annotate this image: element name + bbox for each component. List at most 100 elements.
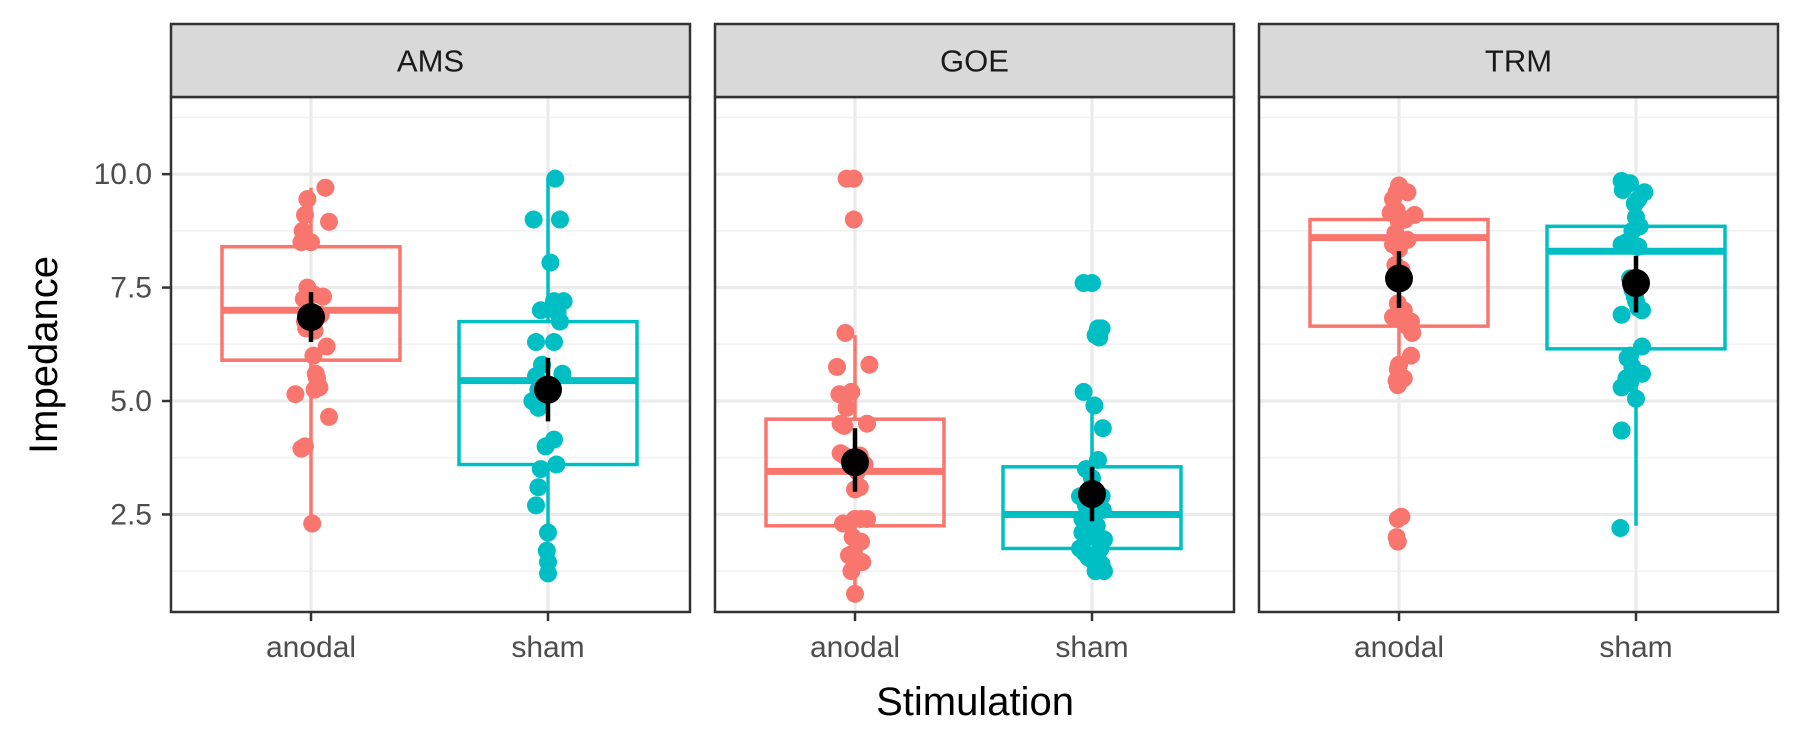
strip-label-trm: TRM	[1485, 44, 1552, 79]
data-point	[1090, 328, 1109, 347]
mean-point	[297, 303, 325, 332]
data-point	[1403, 323, 1422, 342]
data-point	[842, 562, 861, 581]
data-point	[1388, 376, 1407, 395]
data-point	[1392, 507, 1411, 526]
data-point	[1627, 389, 1645, 408]
data-point	[536, 437, 555, 456]
mean-point	[1078, 480, 1106, 509]
facets-layer: AMS anodal sham GOE anodal sham TRM anodal sham	[169, 22, 1780, 664]
data-point	[529, 478, 548, 497]
x-tick-label-anodal: anodal	[266, 631, 356, 664]
data-point	[1612, 305, 1631, 324]
data-point	[531, 460, 550, 479]
y-axis: 2.5 5.0 7.5 10.0	[94, 158, 171, 531]
x-axis-title: Stimulation	[876, 680, 1074, 724]
data-point	[524, 210, 543, 229]
data-point	[527, 333, 545, 352]
data-point	[531, 301, 550, 320]
strip-label-ams: AMS	[397, 44, 464, 79]
x-tick-label-anodal: anodal	[1354, 631, 1444, 664]
x-tick-label-anodal: anodal	[810, 631, 900, 664]
data-point	[835, 416, 854, 435]
data-point	[551, 210, 569, 229]
strip-background	[713, 22, 1236, 99]
data-point	[304, 346, 323, 365]
data-point	[541, 253, 560, 272]
data-point	[553, 364, 572, 383]
data-point	[1613, 181, 1632, 200]
data-point	[840, 546, 858, 565]
data-point	[547, 455, 566, 474]
data-point	[314, 287, 332, 306]
y-tick-label: 5.0	[110, 385, 152, 418]
y-tick-label: 10.0	[94, 158, 152, 191]
data-point	[1093, 419, 1112, 438]
data-point	[1073, 509, 1092, 528]
data-point	[1388, 532, 1407, 551]
group-sham	[1545, 171, 1727, 538]
x-tick-label-sham: sham	[1599, 631, 1672, 664]
group-sham	[457, 169, 639, 583]
data-point	[1085, 396, 1104, 415]
data-point	[551, 312, 569, 331]
data-point	[1083, 274, 1101, 293]
data-point	[846, 584, 864, 603]
data-point	[1095, 562, 1113, 581]
data-point	[539, 523, 557, 542]
data-point	[539, 564, 557, 583]
data-point	[860, 355, 879, 374]
y-tick-label: 7.5	[110, 272, 152, 305]
y-tick-label: 2.5	[110, 498, 152, 531]
data-point	[292, 439, 311, 458]
data-point	[302, 233, 320, 252]
group-anodal	[220, 178, 402, 533]
mean-point	[1385, 264, 1413, 293]
data-point	[303, 514, 322, 533]
panel-background	[1259, 97, 1778, 612]
data-point	[1074, 382, 1093, 401]
data-point	[529, 398, 548, 417]
data-point	[828, 357, 846, 376]
data-point	[844, 210, 863, 229]
data-point	[858, 509, 876, 528]
data-point	[305, 380, 324, 399]
data-point	[1611, 519, 1630, 538]
data-point	[1390, 240, 1408, 259]
data-point	[298, 190, 317, 209]
mean-point	[534, 375, 562, 404]
data-point	[320, 212, 338, 231]
data-point	[858, 414, 876, 433]
group-anodal	[764, 169, 946, 603]
facet-panel-goe: GOE anodal sham	[713, 22, 1236, 664]
facet-panel-trm: TRM anodal sham	[1257, 22, 1780, 664]
data-point	[286, 385, 305, 404]
mean-point	[841, 448, 869, 477]
data-point	[1612, 235, 1631, 254]
data-point	[1625, 194, 1644, 213]
data-point	[296, 205, 314, 224]
mean-point	[1622, 269, 1650, 298]
data-point	[836, 323, 855, 342]
facet-panel-ams: AMS anodal sham	[169, 22, 692, 664]
data-point	[317, 337, 336, 356]
panel-background	[171, 97, 690, 612]
strip-background	[1257, 22, 1780, 99]
data-point	[1398, 183, 1417, 202]
y-axis-title: Impedance	[22, 256, 66, 454]
data-point	[320, 407, 338, 426]
data-point	[527, 496, 545, 515]
x-tick-label-sham: sham	[511, 631, 584, 664]
data-point	[1612, 421, 1631, 440]
strip-label-goe: GOE	[940, 44, 1009, 79]
data-point	[844, 169, 863, 188]
strip-background	[169, 22, 692, 99]
data-point	[1633, 364, 1651, 383]
data-point	[830, 385, 849, 404]
x-tick-label-sham: sham	[1055, 631, 1128, 664]
data-point	[545, 333, 563, 352]
group-anodal	[1308, 176, 1490, 551]
data-point	[546, 169, 565, 188]
group-sham	[1001, 274, 1183, 581]
